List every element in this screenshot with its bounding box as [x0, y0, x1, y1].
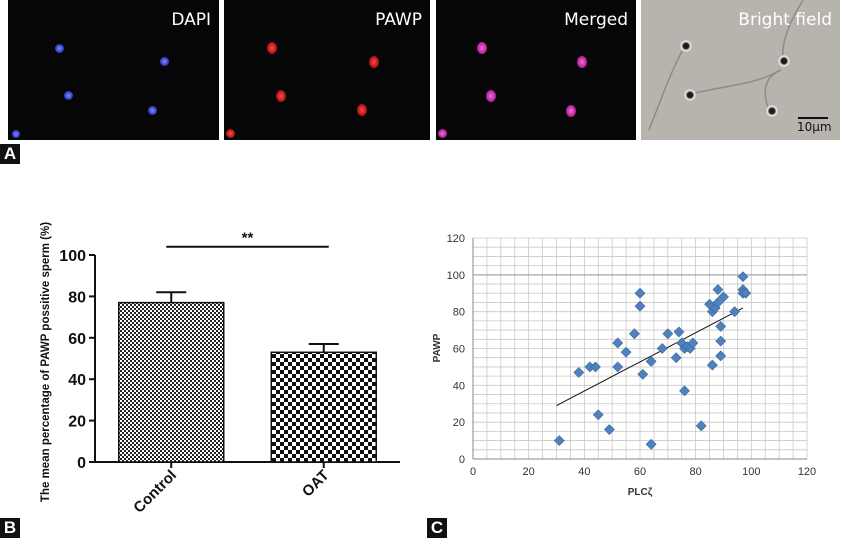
scatter-point [695, 420, 707, 432]
scatter-point [670, 352, 682, 364]
pawp-image: PAWP [224, 0, 430, 140]
scatter-point [645, 355, 657, 367]
red-signal [276, 90, 286, 102]
blue-nucleus [64, 91, 73, 100]
red-signal [226, 129, 235, 138]
blue-nucleus [12, 130, 20, 138]
scatter-point [592, 409, 604, 421]
bar-y-axis-label: The mean percentage of PAWP possitive sp… [40, 222, 52, 502]
bar-y-tick-label: 100 [59, 248, 86, 265]
merged-signal [566, 105, 576, 117]
red-signal [267, 42, 277, 54]
sperm-tails [648, 0, 804, 131]
bar-y-tick-label: 20 [68, 414, 86, 431]
bar-y-tick-label: 40 [68, 372, 86, 389]
scatter-point [603, 424, 615, 435]
scatter-point [712, 284, 724, 295]
scatter-y-tick-label: 20 [453, 417, 465, 429]
scatter-x-tick-label: 20 [523, 466, 535, 478]
merged-label: Merged [564, 10, 628, 30]
scatter-point [645, 438, 657, 450]
panel-b-bar-chart: 0 20 40 60 80 100 Control OAT ** The mean percen… [0, 170, 420, 540]
scatter-point [656, 343, 668, 354]
panel-c-letter: C [427, 518, 447, 538]
blue-nucleus [160, 57, 169, 66]
bar-y-tick-label: 60 [68, 331, 86, 348]
scatter-point [612, 361, 624, 373]
merged-signal [438, 129, 447, 138]
bar-oat [270, 351, 377, 463]
scatter-point [673, 326, 685, 338]
scatter-x-tick-label: 80 [690, 466, 702, 478]
scatter-point [729, 306, 741, 318]
scatter-point [634, 300, 646, 312]
scatter-point [715, 320, 727, 332]
scatter-x-tick-label: 60 [634, 466, 646, 478]
blue-nucleus [55, 44, 64, 53]
dapi-label: DAPI [171, 10, 211, 30]
scatter-point [662, 328, 674, 340]
bar-x-tick-label: OAT [299, 467, 333, 501]
sperm-head [680, 40, 692, 52]
bar-y-tick-label: 0 [77, 455, 86, 472]
scatter-point [715, 350, 727, 362]
scatter-y-tick-label: 40 [453, 380, 465, 392]
panel-a-letter: A [0, 144, 20, 164]
scatter-y-tick-label: 0 [459, 454, 465, 466]
scatter-point [637, 368, 649, 380]
scatter-point [715, 335, 727, 347]
bar-chart-svg: 0 20 40 60 80 100 Control OAT ** The mean percen… [40, 222, 400, 517]
scatter-point [634, 287, 646, 299]
sperm-head [766, 105, 778, 117]
scatter-point [687, 337, 699, 349]
scatter-y-tick-label: 60 [453, 344, 465, 356]
scale-bar-label: 10µm [797, 120, 832, 134]
scatter-y-tick-label: 100 [447, 270, 465, 282]
panel-c-scatter-chart: 0 20 40 60 80 100 120 0 20 40 60 80 100 120 PLCζ PAWP… [425, 170, 847, 540]
scatter-x-tick-label: 120 [798, 466, 816, 478]
scatter-x-tick-label: 100 [742, 466, 760, 478]
scatter-y-tick-label: 80 [453, 307, 465, 319]
sperm-head [684, 89, 696, 101]
significance-stars: ** [242, 230, 254, 247]
pawp-label: PAWP [375, 10, 422, 30]
scatter-point [706, 359, 718, 371]
red-signal [369, 56, 379, 68]
scatter-point [737, 271, 749, 283]
scatter-point [553, 435, 565, 447]
merged-image: Merged [436, 0, 636, 140]
scatter-point [718, 291, 729, 303]
merged-signal [477, 42, 487, 54]
bar-control [118, 301, 225, 463]
panel-b-letter: B [0, 518, 20, 538]
scatter-point [590, 361, 601, 373]
bar-x-tick-label: Control [130, 467, 180, 517]
scatter-y-axis-label: PAWP [432, 333, 443, 362]
merged-signal [486, 90, 496, 102]
scatter-x-tick-label: 40 [578, 466, 590, 478]
scatter-x-axis-label: PLCζ [628, 487, 653, 498]
scatter-chart-svg: 0 20 40 60 80 100 120 0 20 40 60 80 100 120 PLCζ PAWP [432, 233, 816, 498]
bar-y-tick-label: 80 [68, 289, 86, 306]
red-signal [357, 104, 367, 116]
sperm-head [778, 55, 790, 67]
bright-field-image: Bright field 10µm [641, 0, 840, 140]
scatter-point [620, 346, 632, 358]
scatter-point [740, 287, 752, 299]
merged-signal [577, 56, 587, 68]
blue-nucleus [148, 106, 157, 115]
bright-field-label: Bright field [738, 10, 832, 30]
dapi-image: DAPI [8, 0, 219, 140]
scale-bar [798, 117, 828, 119]
scatter-y-tick-label: 120 [447, 233, 465, 245]
scatter-point [612, 337, 624, 349]
scatter-point [573, 367, 585, 378]
scatter-x-tick-label: 0 [470, 466, 476, 478]
trendline [556, 307, 744, 407]
scatter-point [712, 297, 724, 308]
scatter-point [679, 385, 690, 397]
scatter-point [629, 328, 640, 340]
